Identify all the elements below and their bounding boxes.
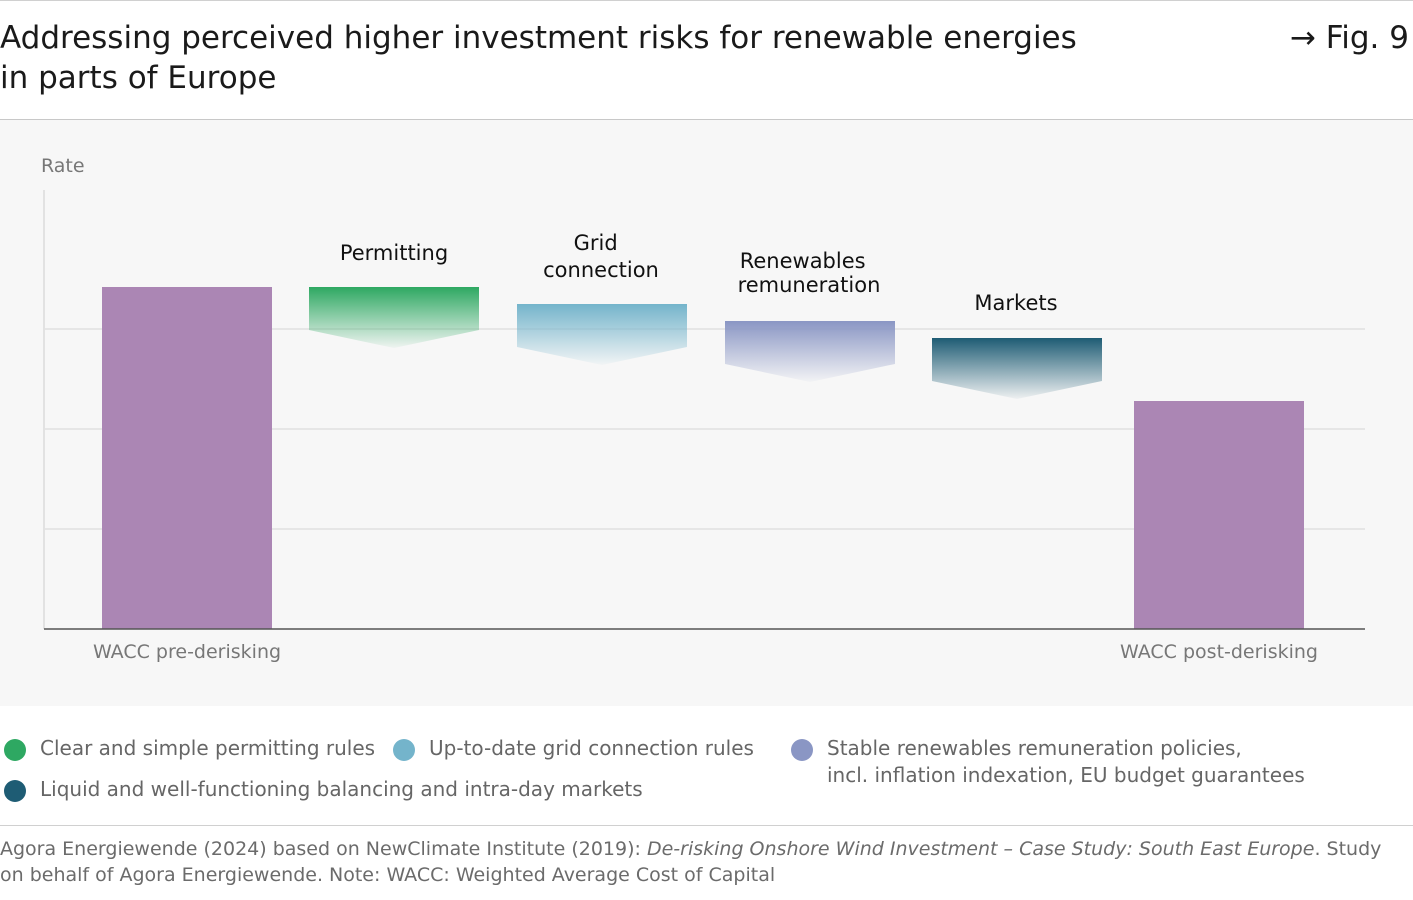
source-note: Agora Energiewende (2024) based on NewCl… bbox=[0, 836, 1405, 888]
source-suffix: . Study on behalf of Agora Energiewende.… bbox=[0, 838, 1382, 886]
legend-text-remuneration: Stable renewables remuneration policies,… bbox=[827, 735, 1305, 789]
x-label-post: WACC post-derisking bbox=[1120, 641, 1318, 663]
top-rule bbox=[0, 0, 1413, 1]
waterfall-chart: Rate Permitting Grid connection Renewabl… bbox=[41, 155, 1365, 663]
bars-group bbox=[102, 287, 1304, 629]
legend-swatch-periwinkle bbox=[791, 739, 813, 761]
legend-text-grid: Up-to-date grid connection rules bbox=[429, 736, 754, 760]
bar-label-renewables-remuneration: Renewables remuneration bbox=[738, 249, 881, 297]
legend-swatch-green bbox=[4, 739, 26, 761]
bar-label-remun-line-2: remuneration bbox=[738, 273, 881, 297]
source-title: De-risking Onshore Wind Investment – Cas… bbox=[646, 838, 1315, 860]
x-label-pre: WACC pre-derisking bbox=[93, 641, 281, 663]
legend-swatch-light-blue bbox=[393, 739, 415, 761]
bar-markets bbox=[932, 338, 1102, 399]
legend-text-markets: Liquid and well-functioning balancing an… bbox=[40, 777, 643, 801]
bar-label-permitting: Permitting bbox=[340, 241, 448, 265]
bar-permitting bbox=[309, 287, 479, 348]
bar-wacc-post-derisking bbox=[1134, 401, 1304, 629]
legend-item-grid: Up-to-date grid connection rules bbox=[393, 736, 754, 762]
legend-item-remuneration: Stable renewables remuneration policies,… bbox=[791, 735, 1305, 789]
legend: Clear and simple permitting rules Up-to-… bbox=[0, 730, 1413, 820]
legend-item-markets: Liquid and well-functioning balancing an… bbox=[4, 777, 643, 803]
bar-label-grid-connection: Grid connection bbox=[543, 231, 659, 282]
bar-label-grid-line-2: connection bbox=[543, 258, 659, 282]
legend-text-remun-line-1: Stable renewables remuneration policies, bbox=[827, 736, 1242, 760]
bar-label-markets: Markets bbox=[974, 291, 1057, 315]
header-rule bbox=[0, 119, 1413, 120]
legend-swatch-dark-teal bbox=[4, 780, 26, 802]
legend-text-permitting: Clear and simple permitting rules bbox=[40, 736, 376, 760]
y-axis-label: Rate bbox=[41, 155, 85, 177]
page-title: Addressing perceived higher investment r… bbox=[0, 18, 1080, 98]
bar-grid-connection bbox=[517, 304, 687, 365]
title-line-2: in parts of Europe bbox=[0, 60, 277, 96]
bar-wacc-pre-derisking bbox=[102, 287, 272, 629]
footer-rule bbox=[0, 825, 1413, 826]
source-prefix: Agora Energiewende (2024) based on NewCl… bbox=[0, 838, 647, 860]
bar-label-grid-line-1: Grid bbox=[574, 231, 618, 255]
figure-label: → Fig. 9 bbox=[1289, 20, 1409, 56]
legend-item-permitting: Clear and simple permitting rules bbox=[4, 736, 376, 762]
legend-text-remun-line-2: incl. inflation indexation, EU budget gu… bbox=[827, 763, 1305, 787]
bar-renewables-remuneration bbox=[725, 321, 895, 382]
title-line-1: Addressing perceived higher investment r… bbox=[0, 20, 1077, 56]
bar-label-remun-line-1: Renewables bbox=[740, 249, 866, 273]
